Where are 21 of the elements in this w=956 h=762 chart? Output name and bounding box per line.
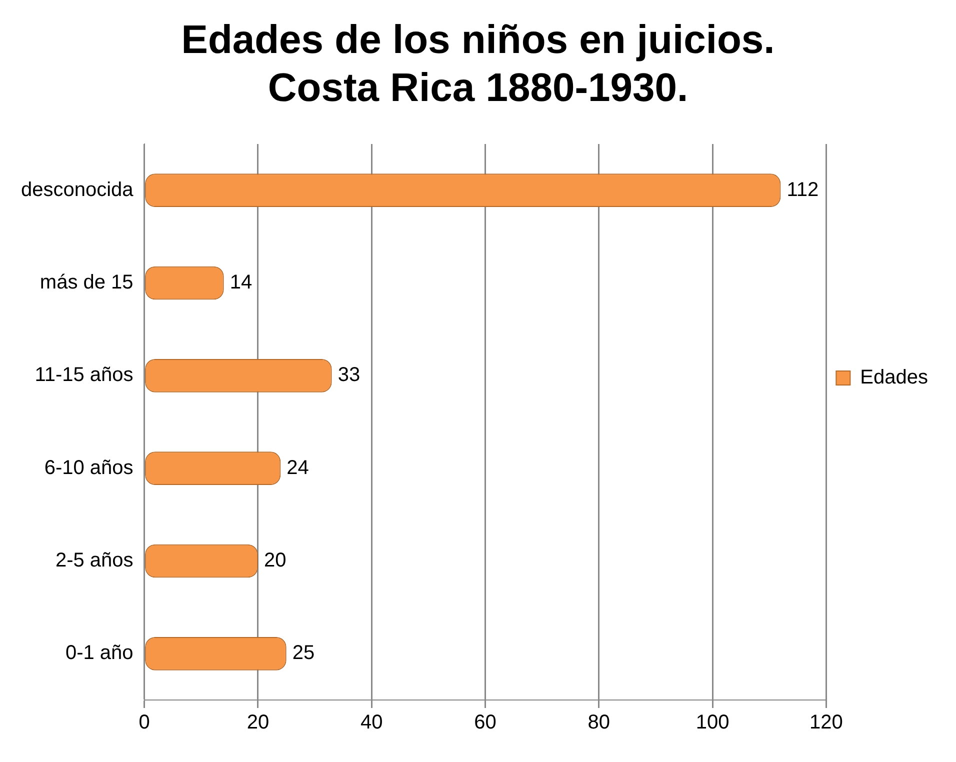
y-tick-label: desconocida: [20, 178, 134, 201]
x-tick-label: 80: [588, 712, 610, 734]
data-label: 33: [338, 364, 360, 386]
x-tick-label: 60: [474, 712, 496, 734]
x-tick-label: 0: [138, 712, 150, 734]
data-label: 14: [230, 272, 252, 294]
x-tick-label: 40: [360, 712, 383, 734]
data-label: 24: [286, 456, 309, 479]
x-tick-label: 100: [696, 712, 730, 734]
chart-title: Edades de los niños en juicios. Costa Rica 1880-1930.: [181, 18, 775, 110]
y-tick-label: más de 15: [40, 272, 134, 294]
data-label: 20: [264, 550, 286, 572]
y-tick-label: 2-5 años: [55, 550, 134, 572]
data-label: 112: [786, 178, 819, 201]
x-tick-label: 120: [809, 712, 843, 734]
y-tick-label: 6-10 años: [44, 456, 134, 479]
y-tick-label: 11-15 años: [34, 364, 134, 386]
legend-label: Edades: [860, 366, 928, 389]
x-tick-label: 20: [246, 712, 270, 734]
data-label: 25: [292, 642, 315, 664]
y-tick-label: 0-1 año: [65, 642, 134, 664]
